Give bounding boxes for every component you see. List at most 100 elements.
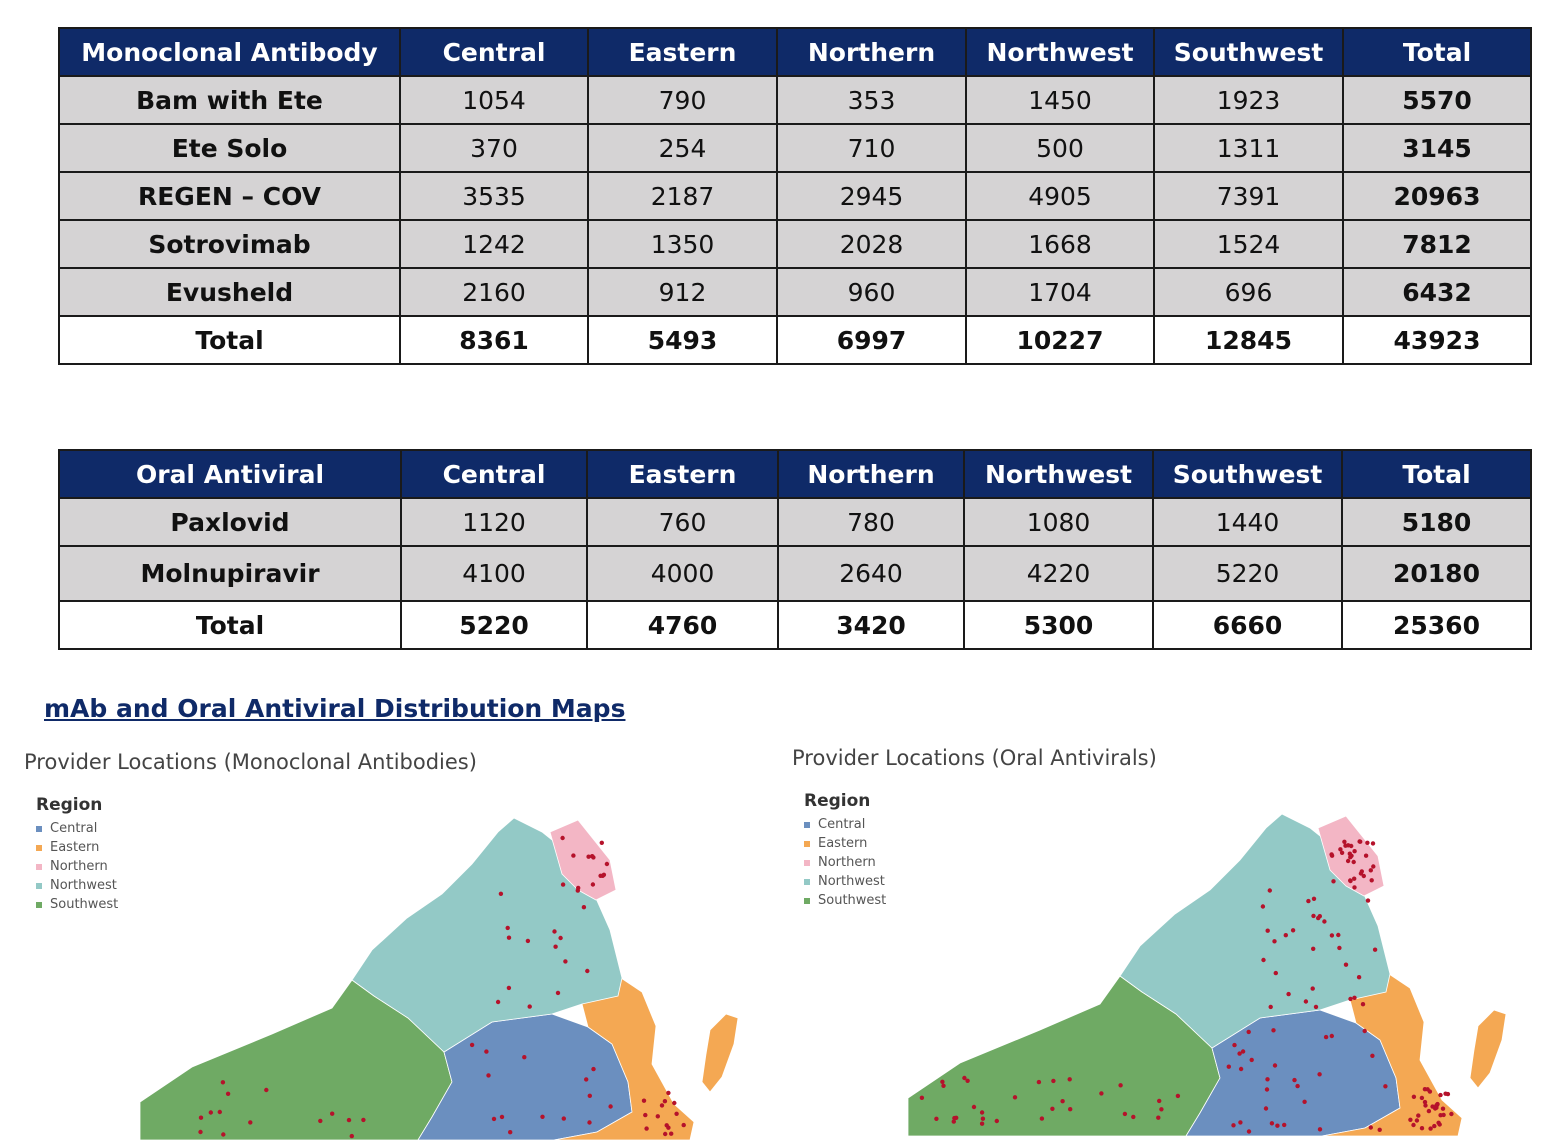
provider-location-dot <box>198 1129 203 1135</box>
table-cell: 4100 <box>400 545 588 602</box>
provider-location-dot <box>1423 1103 1428 1108</box>
provider-location-dot <box>590 882 596 887</box>
table-cell: 2160 <box>399 267 589 317</box>
provider-location-dot <box>971 1104 977 1110</box>
provider-location-dot <box>666 1090 671 1096</box>
table-cell: 4000 <box>586 545 779 602</box>
provider-location-dot <box>1039 1116 1045 1121</box>
provider-location-dot <box>506 985 512 991</box>
row-name: Paxlovid <box>58 497 402 547</box>
provider-location-dot <box>581 905 587 910</box>
provider-location-dot <box>1360 1002 1366 1007</box>
provider-location-dot <box>1357 839 1362 844</box>
provider-location-dot <box>330 1111 335 1116</box>
provider-location-dot <box>1118 1083 1123 1088</box>
provider-location-dot <box>469 1042 475 1048</box>
header-cell: Total <box>1341 449 1532 499</box>
provider-location-dot <box>522 1055 527 1060</box>
oral-antiviral-table: Oral Antiviral Central Eastern Northern … <box>58 449 1532 650</box>
provider-location-dot <box>674 1111 679 1116</box>
provider-location-dot <box>1272 939 1277 944</box>
provider-location-dot <box>208 1110 213 1115</box>
table-cell: 6997 <box>776 315 967 365</box>
legend-swatch <box>804 878 810 885</box>
header-cell: Total <box>1342 27 1532 77</box>
table-cell: 696 <box>1153 267 1344 317</box>
provider-location-dot <box>346 1117 352 1123</box>
provider-location-dot <box>225 1091 231 1096</box>
provider-location-dot <box>495 999 501 1005</box>
provider-location-dot <box>1361 873 1366 879</box>
provider-location-dot <box>1036 1079 1042 1085</box>
provider-location-dot <box>575 888 580 893</box>
table-cell: 10227 <box>965 315 1155 365</box>
provider-location-dot <box>1343 843 1348 848</box>
provider-location-dot <box>587 1093 592 1098</box>
table-row: Evusheld 2160 912 960 1704 696 6432 <box>58 267 1532 317</box>
provider-location-dot <box>540 1114 545 1119</box>
header-cell: Central <box>400 449 588 499</box>
legend-swatch <box>36 825 42 832</box>
provider-location-dot <box>1342 839 1347 844</box>
provider-location-dot <box>1269 1121 1275 1126</box>
provider-location-dot <box>659 1103 665 1108</box>
provider-location-dot <box>1427 1089 1433 1094</box>
provider-location-dot <box>1275 1123 1280 1128</box>
region-eastern <box>1321 971 1463 1137</box>
table-total-row: Total 5220 4760 3420 5300 6660 25360 <box>58 600 1532 650</box>
provider-location-dot <box>1317 1127 1323 1132</box>
provider-location-dot <box>1159 1107 1164 1112</box>
provider-location-dot <box>1323 1034 1329 1040</box>
provider-location-dot <box>1347 851 1352 856</box>
map-regions <box>139 817 739 1140</box>
provider-location-dot <box>1348 996 1353 1002</box>
provider-location-dot <box>1329 1033 1334 1039</box>
provider-location-dot <box>1414 1118 1420 1123</box>
provider-location-dot <box>571 853 576 858</box>
provider-location-dot <box>264 1087 269 1093</box>
table-cell: 370 <box>399 123 589 173</box>
legend-title: Region <box>804 791 871 811</box>
provider-location-dot <box>1449 1111 1454 1117</box>
provider-location-dot <box>217 1109 222 1115</box>
table-cell: 254 <box>587 123 778 173</box>
provider-location-dot <box>558 935 563 941</box>
provider-location-dot <box>1295 1083 1300 1089</box>
provider-location-dot <box>1368 868 1373 873</box>
row-name: REGEN – COV <box>58 171 401 221</box>
row-name: Molnupiravir <box>58 545 402 602</box>
row-name: Total <box>58 600 402 650</box>
table-cell: 1242 <box>399 219 589 269</box>
provider-location-dot <box>1313 1004 1319 1010</box>
legend-item-central: Central <box>804 815 886 834</box>
provider-location-dot <box>1422 1099 1428 1105</box>
provider-location-dot <box>220 1080 226 1085</box>
provider-location-dot <box>553 944 558 949</box>
table-cell: 2945 <box>776 171 967 221</box>
provider-location-dot <box>598 873 603 878</box>
row-total: 25360 <box>1341 600 1532 650</box>
virginia-region-map <box>139 817 739 1140</box>
table-cell: 1704 <box>965 267 1155 317</box>
legend-item-northwest: Northwest <box>804 872 886 891</box>
provider-location-dot <box>560 882 566 887</box>
legend-swatch <box>36 844 42 851</box>
table-cell: 1120 <box>400 497 588 547</box>
provider-location-dot <box>1306 898 1311 904</box>
provider-location-dot <box>586 854 591 859</box>
legend-item-southwest: Southwest <box>36 895 118 914</box>
table-cell: 5220 <box>1152 545 1343 602</box>
provider-location-dot <box>560 835 565 841</box>
header-cell: Oral Antiviral <box>58 449 402 499</box>
header-cell: Eastern <box>586 449 779 499</box>
provider-location-dot <box>1377 1127 1382 1132</box>
provider-location-dot <box>1368 1125 1373 1130</box>
provider-location-dot <box>669 1131 674 1136</box>
provider-location-dot <box>599 840 604 845</box>
table-cell: 3535 <box>399 171 589 221</box>
table-cell: 5220 <box>400 600 588 650</box>
provider-location-dot <box>1311 946 1316 951</box>
table-cell: 5300 <box>963 600 1154 650</box>
table-cell: 960 <box>776 267 967 317</box>
provider-location-dot <box>1122 1111 1128 1117</box>
